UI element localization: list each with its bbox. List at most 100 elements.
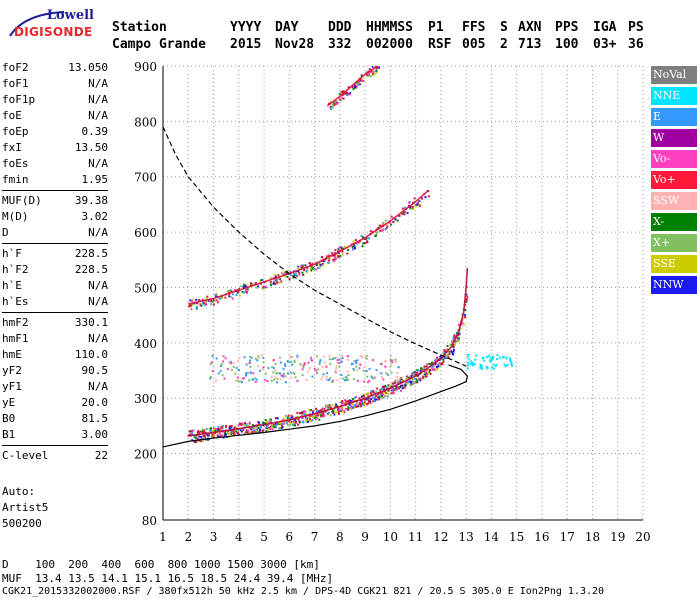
echo-point	[283, 271, 286, 274]
echo-point	[424, 375, 427, 378]
echo-point	[328, 411, 331, 414]
echo-point	[244, 284, 247, 287]
legend-entry: NoVal	[651, 66, 697, 84]
echo-point	[375, 390, 378, 393]
echo-point	[327, 257, 330, 260]
x-tick-label: 15	[509, 530, 524, 544]
echo-point	[411, 378, 414, 381]
spread-echo-point	[210, 361, 213, 364]
echo-point	[213, 432, 216, 435]
echo-point	[256, 430, 259, 433]
parameter-row: D N/A	[2, 225, 108, 241]
echo-point	[274, 417, 277, 420]
echo-point	[238, 288, 241, 291]
echo-point	[350, 404, 353, 407]
echo-point	[371, 70, 374, 73]
spread-echo-point	[249, 361, 252, 364]
echo-point	[344, 399, 347, 402]
spread-echo-point	[249, 365, 252, 368]
header-value-ffs: 005	[462, 37, 486, 52]
parameter-name: B1	[2, 428, 16, 441]
series-line-1	[188, 189, 429, 305]
echo-point	[321, 256, 324, 259]
echo-point	[388, 384, 391, 387]
spread-echo-point	[397, 366, 400, 369]
spread-echo-point	[234, 379, 237, 382]
parameter-value: 3.00	[81, 428, 109, 441]
oblique-echo-point	[485, 356, 488, 359]
spread-echo-point	[338, 362, 341, 365]
echo-point	[337, 255, 340, 258]
echo-point	[415, 379, 418, 382]
echo-point	[280, 272, 283, 275]
echo-point	[289, 417, 292, 420]
echo-point	[272, 424, 275, 427]
echo-point	[345, 94, 348, 97]
echo-point	[289, 423, 292, 426]
echo-point	[301, 271, 304, 274]
echo-point	[451, 351, 454, 354]
echo-point	[195, 438, 198, 441]
spread-echo-point	[328, 358, 331, 361]
echo-point	[280, 280, 283, 283]
echo-point	[362, 393, 365, 396]
spread-echo-point	[318, 361, 321, 364]
spread-echo-point	[290, 376, 293, 379]
echo-point	[316, 417, 319, 420]
echo-point	[290, 420, 293, 423]
echo-point	[442, 360, 445, 363]
echo-point	[330, 252, 333, 255]
echo-point	[199, 436, 202, 439]
parameter-name: yF2	[2, 364, 22, 377]
echo-point	[451, 353, 454, 356]
echo-point	[358, 397, 361, 400]
echo-point	[433, 365, 436, 368]
echo-point	[359, 79, 362, 82]
spread-echo-point	[381, 362, 384, 365]
spread-echo-point	[238, 380, 241, 383]
echo-point	[269, 418, 272, 421]
echo-point	[382, 387, 385, 390]
spread-echo-point	[325, 365, 328, 368]
oblique-echo-point	[492, 357, 495, 360]
echo-point	[335, 405, 338, 408]
header-label-ffs: FFS	[462, 20, 486, 35]
echo-point	[191, 439, 194, 442]
parameter-name: foF2	[2, 61, 29, 74]
spread-echo-point	[325, 376, 328, 379]
echo-point	[415, 371, 418, 374]
echo-point	[370, 393, 373, 396]
echo-point	[414, 373, 417, 376]
echo-point	[300, 411, 303, 414]
parameter-value: N/A	[88, 279, 108, 292]
oblique-echo-point	[489, 360, 492, 363]
oblique-echo-point	[491, 356, 494, 359]
echo-point	[284, 414, 287, 417]
spread-echo-point	[211, 370, 214, 373]
echo-point	[297, 423, 300, 426]
echo-point	[216, 301, 219, 304]
spread-echo-point	[299, 362, 302, 365]
echo-point	[242, 285, 245, 288]
parameter-name: M(D)	[2, 210, 29, 223]
echo-point	[443, 356, 446, 359]
spread-echo-point	[252, 372, 255, 375]
echo-point	[462, 323, 465, 326]
auto-label: Auto:	[2, 485, 36, 498]
echo-point	[372, 400, 375, 403]
echo-point	[369, 75, 372, 78]
echo-point	[269, 428, 272, 431]
x-tick-label: 20	[635, 530, 650, 544]
spread-echo-point	[396, 376, 399, 379]
echo-point	[210, 300, 213, 303]
echo-point	[229, 432, 232, 435]
oblique-echo-point	[483, 359, 486, 362]
echo-point	[269, 277, 272, 280]
logo-top-text: Lowell	[46, 8, 94, 23]
echo-point	[237, 424, 240, 427]
echo-point	[262, 285, 265, 288]
echo-point	[407, 201, 410, 204]
spread-echo-point	[262, 361, 265, 364]
echo-point	[458, 332, 461, 335]
spread-echo-point	[394, 360, 397, 363]
